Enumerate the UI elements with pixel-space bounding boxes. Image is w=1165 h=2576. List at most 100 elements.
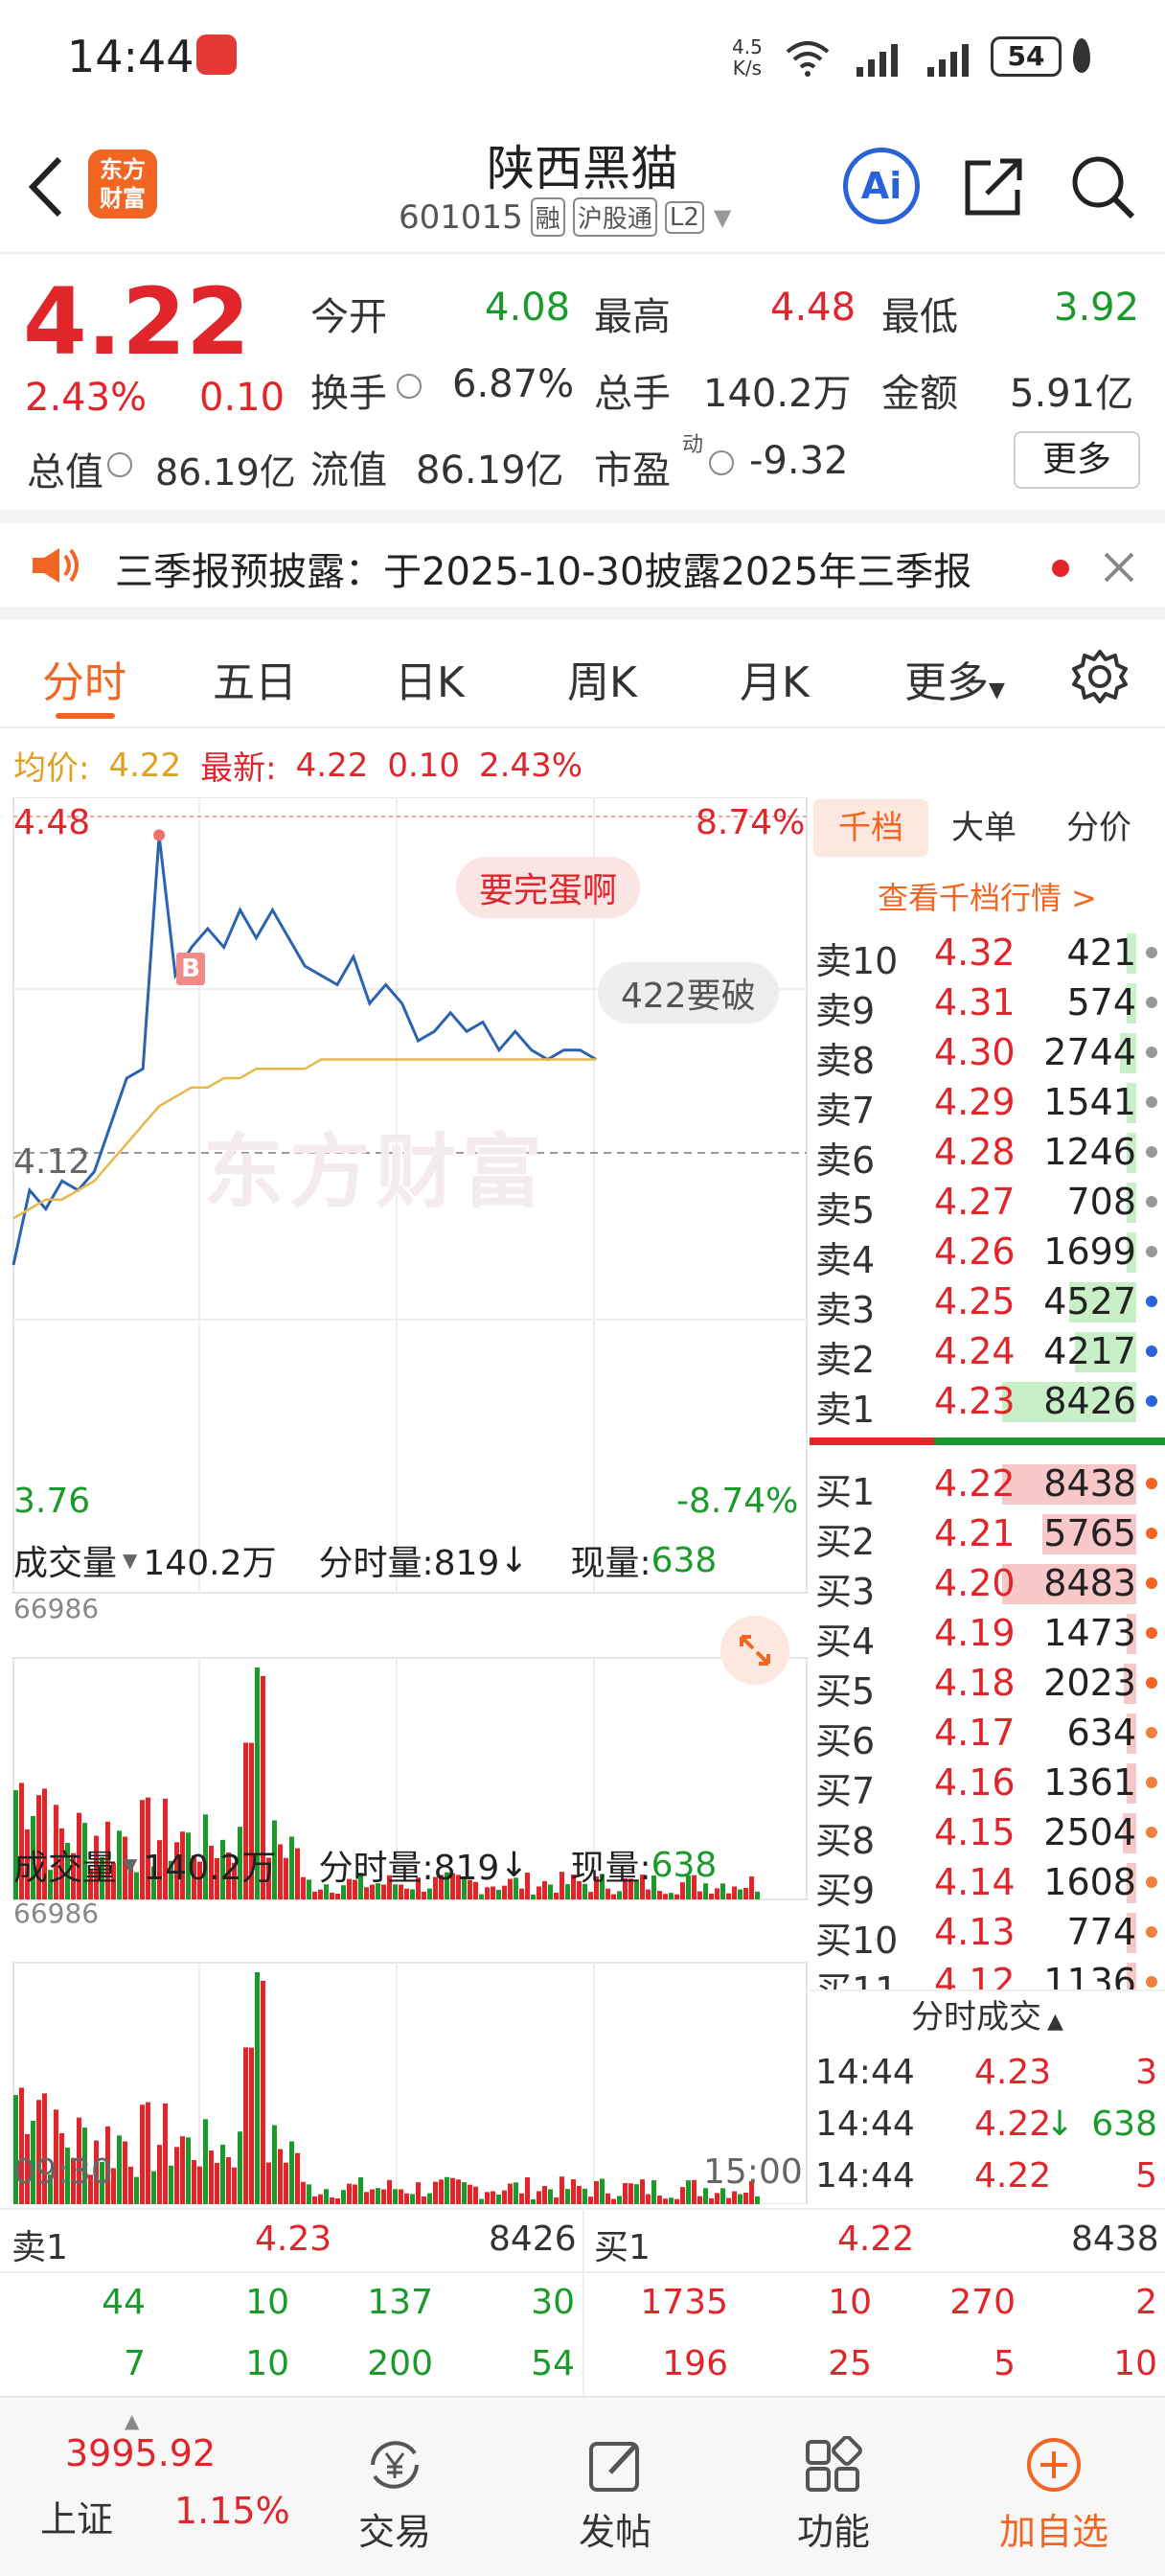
ai-button[interactable]: Ai	[843, 148, 920, 224]
volume-bar	[473, 2186, 478, 2204]
sell-order-row[interactable]: 卖7 4.29 1541	[810, 1077, 1165, 1132]
volume-bar	[88, 1870, 93, 1899]
buy-level-volume: 2023	[1043, 1662, 1136, 1704]
volume-bar	[508, 1878, 513, 1899]
volume-bar	[537, 1886, 541, 1899]
more-button[interactable]: 更多	[1014, 431, 1140, 489]
buy-order-row[interactable]: 买6 4.17 634	[810, 1708, 1165, 1762]
index-name[interactable]: 上证	[40, 2498, 114, 2541]
volume-bar	[410, 2194, 415, 2204]
volume-bar	[111, 1863, 116, 1899]
buy-order-row[interactable]: 买4 4.19 1473	[810, 1608, 1165, 1663]
buy-order-row[interactable]: 买9 4.14 1608	[810, 1857, 1165, 1912]
info-icon[interactable]	[709, 450, 734, 475]
volume-bar	[364, 2192, 369, 2204]
buy-order-row[interactable]: 买11 4.12 1136	[810, 1957, 1165, 1990]
back-icon[interactable]	[21, 153, 69, 220]
share-icon[interactable]	[962, 153, 1027, 218]
sell-order-row[interactable]: 卖5 4.27 708	[810, 1177, 1165, 1231]
sell-order-row[interactable]: 卖3 4.25 4527	[810, 1276, 1165, 1331]
comment-bubble[interactable]: 要完蛋啊	[456, 857, 641, 918]
buy-order-row[interactable]: 买1 4.22 8438	[810, 1459, 1165, 1513]
add-watchlist-button[interactable]: 加自选	[977, 2436, 1131, 2555]
tab-five-day[interactable]: 五日	[213, 658, 297, 707]
info-icon[interactable]	[397, 374, 422, 399]
index-value[interactable]: 3995.92	[65, 2432, 217, 2474]
tab-price-distribution[interactable]: 分价	[1066, 809, 1131, 847]
comment-bubble[interactable]: 422要破	[598, 962, 779, 1024]
tab-weekly-k[interactable]: 周K	[567, 658, 637, 707]
minute-volume-arrow: ↓	[499, 1845, 529, 1885]
function-button[interactable]: 功能	[757, 2435, 910, 2555]
view-thousand-level-link[interactable]: 查看千档行情 >	[878, 880, 1097, 916]
buy-order-row[interactable]: 买5 4.18 2023	[810, 1658, 1165, 1713]
volume-bar	[577, 2185, 582, 2204]
volume-bar	[669, 1893, 674, 1899]
tab-intraday[interactable]: 分时	[42, 658, 126, 707]
orderbook-list[interactable]: 卖10 4.32 421 卖9 4.31 574 卖8 4.30 2744 卖7 4.29 1541 卖…	[810, 928, 1165, 1990]
time-sales-header[interactable]: 分时成交 ▲	[810, 1990, 1165, 2045]
volume-bar	[278, 2149, 283, 2204]
dropdown-arrow-icon[interactable]: ▼	[123, 1549, 138, 1572]
buy-volume-bar	[1042, 1514, 1136, 1554]
index-pct[interactable]: 1.15%	[174, 2490, 290, 2532]
search-icon[interactable]	[1069, 153, 1136, 220]
volume-bar	[335, 2198, 340, 2204]
tab-monthly-k[interactable]: 月K	[740, 658, 810, 707]
intraday-chart-svg[interactable]	[0, 797, 810, 2204]
sell-level-volume: 1541	[1043, 1081, 1136, 1123]
volume-bar	[330, 2196, 334, 2204]
eastmoney-logo[interactable]: 东方 财富	[88, 150, 157, 218]
sell-order-row[interactable]: 卖10 4.32 421	[810, 928, 1165, 982]
volume-bar	[65, 1843, 70, 1899]
post-button[interactable]: 发帖	[538, 2436, 692, 2555]
sell-order-row[interactable]: 卖4 4.26 1699	[810, 1227, 1165, 1281]
volume-bar	[318, 1889, 323, 1899]
volume-bar	[485, 1887, 490, 1899]
sell-order-row[interactable]: 卖6 4.28 1246	[810, 1127, 1165, 1182]
trade-volume: 5	[1135, 2156, 1157, 2196]
tab-big-order[interactable]: 大单	[951, 809, 1017, 847]
order-dot-icon	[1146, 997, 1157, 1008]
trade-price: 4.23	[974, 2053, 1052, 2092]
buy-volume-bar	[1002, 1464, 1136, 1505]
trade-button[interactable]: 交易	[318, 2436, 471, 2555]
sell-order-row[interactable]: 卖2 4.24 4217	[810, 1326, 1165, 1381]
buy-level-price: 4.14	[934, 1861, 1016, 1903]
buy-order-row[interactable]: 买2 4.21 5765	[810, 1508, 1165, 1563]
sell-order-row[interactable]: 卖8 4.30 2744	[810, 1027, 1165, 1082]
sell-order-row[interactable]: 卖9 4.31 574	[810, 978, 1165, 1032]
buy-marker[interactable]: B	[176, 953, 205, 985]
average-price-line	[12, 1058, 597, 1220]
dropdown-arrow-icon[interactable]: ▼	[713, 203, 732, 231]
buy-order-row[interactable]: 买3 4.20 8483	[810, 1558, 1165, 1613]
announcement-bar[interactable]: 三季报预披露：于2025-10-30披露2025年三季报	[0, 510, 1165, 620]
close-icon[interactable]	[1102, 550, 1136, 585]
latest-value: 4.22	[295, 746, 369, 785]
buy-order-row[interactable]: 买10 4.13 774	[810, 1907, 1165, 1962]
volume-bar	[169, 2165, 173, 2204]
sell-level-label: 卖6	[815, 1139, 876, 1182]
watermark: 东方财富	[203, 1125, 549, 1219]
dropdown-arrow-icon[interactable]: ▼	[123, 1853, 138, 1876]
sell-volume-bar	[1069, 1282, 1136, 1322]
volume-bar	[491, 1886, 495, 1899]
volume-label[interactable]: 成交量	[13, 1544, 118, 1583]
expand-button[interactable]	[720, 1616, 789, 1685]
buy-level-price: 4.20	[934, 1562, 1016, 1604]
tab-thousand-level[interactable]: 千档	[813, 799, 928, 857]
tab-more[interactable]: 更多▼	[904, 648, 1005, 709]
info-icon[interactable]	[107, 452, 132, 477]
volume-label[interactable]: 成交量	[13, 1849, 118, 1888]
low-label: 最低	[881, 295, 958, 339]
buy-order-row[interactable]: 买8 4.15 2504	[810, 1807, 1165, 1862]
volume-bar	[295, 2152, 300, 2204]
buy-level-price: 4.17	[934, 1712, 1016, 1754]
time-end-label: 15:00	[703, 2152, 803, 2192]
tab-daily-k[interactable]: 日K	[395, 658, 465, 707]
buy-order-row[interactable]: 买7 4.16 1361	[810, 1758, 1165, 1812]
mktcap-value: 86.19亿	[155, 451, 296, 494]
settings-gear-icon[interactable]	[1071, 648, 1129, 705]
sell-order-row[interactable]: 卖1 4.23 8426	[810, 1376, 1165, 1431]
signal-icon-2	[927, 44, 969, 77]
